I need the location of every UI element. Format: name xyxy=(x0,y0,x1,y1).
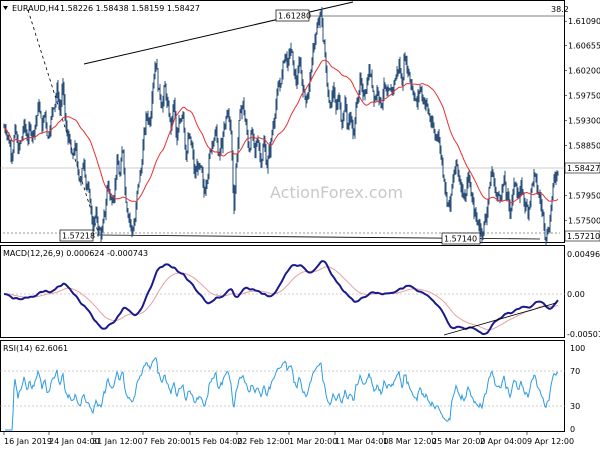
time-tick-label: 16 Jan 2019 xyxy=(4,437,52,446)
symbol-header: EURAUD,H4 1.58226 1.58438 1.58159 1.5842… xyxy=(3,4,200,13)
watermark: ActionForex.com xyxy=(270,183,403,202)
high-annotation: 1.61280 xyxy=(278,12,311,21)
header-arrow-icon xyxy=(3,6,8,10)
ohlc-label: 1.58226 1.58438 1.58159 1.58427 xyxy=(60,4,200,13)
time-tick-label: 24 Jan 04:00 xyxy=(49,437,100,446)
time-tick-label: 9 Apr 12:00 xyxy=(527,437,574,446)
symbol-label: EURAUD,H4 xyxy=(12,4,59,13)
rsi-panel-frame xyxy=(0,340,565,432)
price-axis: 1.61090 1.60655 1.60200 1.59750 1.59300 1.588… xyxy=(564,17,600,226)
low-right-annotation-box xyxy=(441,232,481,245)
time-tick-label: 25 Mar 20:00 xyxy=(432,437,485,446)
price-tick-label: 1.58850 xyxy=(568,142,600,151)
time-tick-label: 15 Feb 04:00 xyxy=(190,437,242,446)
macd-label: MACD(12,26,9) 0.000624 -0.000743 xyxy=(3,249,148,258)
macd-panel-frame xyxy=(0,245,565,338)
price-tick-label: 1.60200 xyxy=(568,67,600,76)
rsi-tick-70: 70 xyxy=(570,367,580,376)
macd-trendline xyxy=(443,302,557,336)
rsi-tick-100: 100 xyxy=(570,344,585,353)
low-right-annotation: 1.57140 xyxy=(444,235,477,244)
rsi-tick-0: 0 xyxy=(570,425,575,434)
price-tick-label: 1.57950 xyxy=(568,192,600,201)
price-tick-label: 1.59750 xyxy=(568,92,600,101)
moving-average-line xyxy=(3,59,559,204)
price-tick-label: 1.59300 xyxy=(568,117,600,126)
current-price-label: 1.58427 xyxy=(567,164,600,173)
time-tick-label: 2 Apr 04:00 xyxy=(480,437,527,446)
rsi-line xyxy=(5,357,559,431)
corner-value: 38.2 xyxy=(551,5,569,14)
low-price-box xyxy=(564,230,600,242)
time-tick-label: 22 Feb 12:00 xyxy=(237,437,289,446)
macd-signal-line xyxy=(4,266,559,331)
macd-tick-top: 0.004965 xyxy=(567,250,600,259)
price-tick-label: 1.57500 xyxy=(568,217,600,226)
price-tick-label: 1.60655 xyxy=(568,41,600,50)
macd-tick-bottom: -0.005013 xyxy=(567,330,600,339)
low-left-annotation: 1.57218 xyxy=(62,232,95,241)
rsi-label: RSI(14) 62.6061 xyxy=(3,344,68,353)
time-tick-label: 31 Jan 12:00 xyxy=(92,437,143,446)
price-panel-frame xyxy=(0,0,565,243)
price-tick-label: 1.61090 xyxy=(568,17,600,26)
rsi-tick-30: 30 xyxy=(570,402,580,411)
time-tick-label: 1 Mar 20:00 xyxy=(289,437,337,446)
low-price-label: 1.57210 xyxy=(567,232,600,241)
low-left-annotation-box xyxy=(59,229,94,242)
time-tick-label: 11 Mar 04:00 xyxy=(335,437,388,446)
macd-tick-zero: 0.00 xyxy=(567,290,585,299)
high-annotation-box xyxy=(275,9,310,22)
dashed-trendline xyxy=(27,9,99,233)
current-price-box xyxy=(564,162,600,174)
time-tick-label: 18 Mar 12:00 xyxy=(383,437,436,446)
time-tick-label: 7 Feb 20:00 xyxy=(143,437,190,446)
